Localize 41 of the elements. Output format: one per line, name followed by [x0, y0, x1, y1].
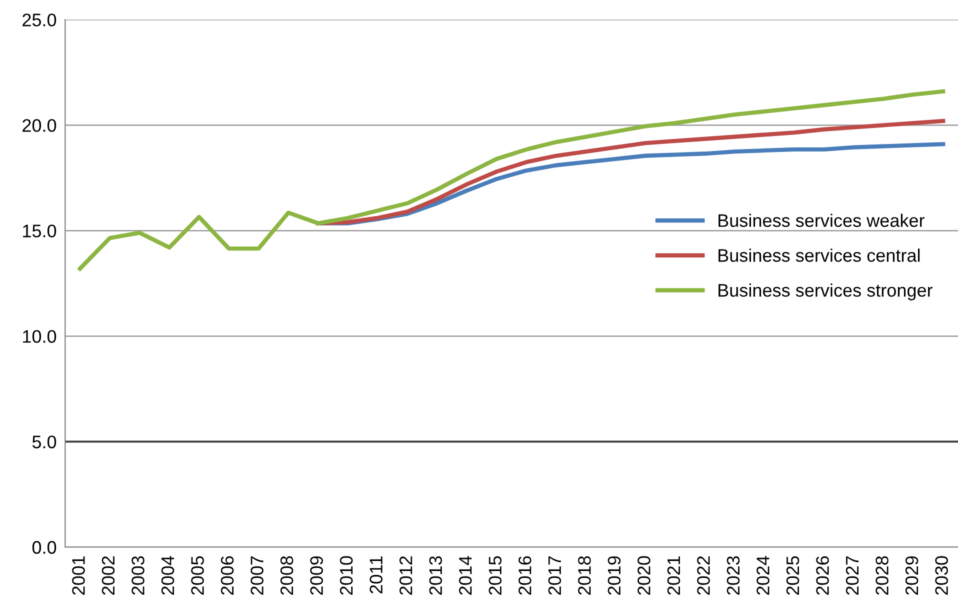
x-tick-label: 2025	[786, 556, 800, 595]
x-tick-label: 2022	[697, 556, 710, 595]
x-tick-label: 2030	[935, 556, 948, 595]
x-tick-label: 2013	[429, 556, 442, 595]
x-tick-label: 2007	[250, 556, 264, 595]
x-tick-label: 2017	[548, 556, 562, 595]
x-tick-label: 2026	[816, 556, 829, 595]
x-tick-label: 2019	[608, 556, 621, 595]
x-tick-label: 2005	[191, 556, 204, 595]
y-tick-label: 10.0	[23, 330, 56, 343]
x-tick-label: 2003	[132, 556, 144, 595]
legend-label: Business services stronger	[718, 283, 933, 300]
x-tick-label: 2008	[280, 556, 294, 595]
line-series	[316, 118, 946, 226]
x-tick-label: 2002	[102, 556, 115, 595]
x-tick-label: 2012	[399, 556, 412, 595]
x-tick-label: 2016	[518, 556, 532, 595]
x-tick-label: 2020	[638, 556, 650, 595]
legend-label: Business services weaker	[718, 214, 924, 227]
x-tick-label: 2004	[161, 556, 174, 595]
x-tick-label: 2021	[667, 556, 680, 595]
x-tick-label: 2010	[340, 556, 353, 595]
x-tick-label: 2018	[578, 556, 591, 595]
y-tick-label: 20.0	[22, 119, 56, 132]
x-tick-label: 2029	[905, 556, 918, 595]
x-tick-label: 2009	[310, 556, 323, 595]
y-tick-label: 0.0	[32, 541, 56, 554]
x-tick-label: 2027	[846, 556, 859, 595]
x-tick-label: 2014	[458, 556, 472, 595]
legend-label: Business services central	[718, 248, 920, 262]
y-tick-label: 25.0	[22, 14, 56, 26]
x-tick-label: 2024	[756, 556, 770, 595]
x-tick-label: 2011	[370, 556, 382, 594]
y-tick-label: 5.0	[32, 436, 56, 448]
x-tick-label: 2001	[72, 556, 85, 595]
line-series	[78, 89, 946, 271]
y-tick-label: 15.0	[23, 224, 56, 238]
x-tick-label: 2028	[876, 556, 888, 595]
x-tick-label: 2006	[220, 556, 234, 595]
x-tick-label: 2015	[488, 556, 502, 595]
x-tick-label: 2023	[726, 556, 740, 595]
